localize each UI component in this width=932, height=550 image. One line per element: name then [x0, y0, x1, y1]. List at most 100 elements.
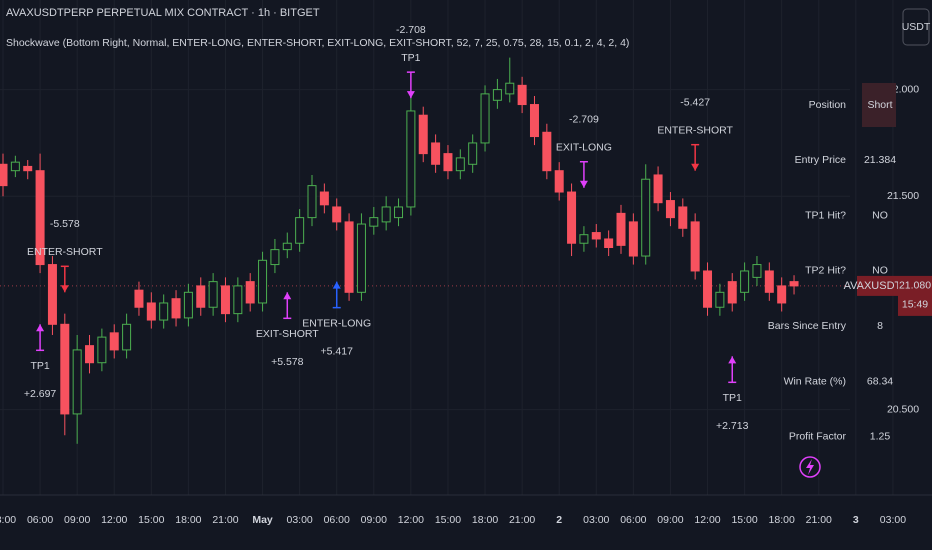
x-tick-label: 3	[853, 514, 859, 526]
symbol-tag	[857, 275, 898, 296]
candle-body	[270, 249, 280, 266]
x-tick-label: May	[252, 514, 273, 526]
candle-body	[431, 142, 441, 165]
x-tick-label: 03:00	[583, 514, 609, 526]
x-tick-label: 06:00	[620, 514, 646, 526]
table-highlight	[862, 83, 896, 127]
candle-body	[295, 217, 305, 244]
candle-body	[591, 232, 601, 240]
y-tick-label: 20.500	[887, 403, 919, 415]
candle-body	[567, 191, 577, 244]
x-tick-label: 15:00	[138, 514, 164, 526]
candle-body	[220, 285, 230, 315]
candle-body	[752, 264, 762, 278]
candle-body	[233, 285, 243, 315]
candle-body	[319, 191, 329, 206]
candle-body	[394, 206, 404, 219]
x-tick-label: 18:00	[175, 514, 201, 526]
candle-body	[196, 285, 206, 308]
signal-arrowhead	[36, 324, 45, 332]
table-value: 8	[877, 320, 883, 332]
candle-body	[604, 238, 614, 248]
candle-body	[517, 84, 527, 106]
candle-body	[727, 281, 737, 304]
candle-body	[146, 302, 156, 321]
signal-label: EXIT-SHORT	[256, 328, 319, 340]
x-tick-label: 09:00	[64, 514, 90, 526]
table-value: 68.34	[867, 375, 893, 387]
candle-body	[480, 93, 490, 144]
alert-icon[interactable]	[799, 456, 821, 478]
x-tick-label: 21:00	[509, 514, 535, 526]
candle-body	[0, 163, 8, 187]
chart-title: AVAXUSDTPERP PERPETUAL MIX CONTRACT · 1h…	[6, 7, 320, 19]
signal-label: -2.708	[396, 24, 426, 36]
candle-body	[616, 212, 626, 246]
candle-body	[777, 285, 787, 304]
candle-body	[505, 82, 515, 95]
x-tick-label: 06:00	[324, 514, 350, 526]
x-tick-label: 09:00	[657, 514, 683, 526]
candle-body	[60, 323, 70, 415]
candle-body	[35, 170, 45, 266]
signal-arrowhead	[332, 281, 341, 289]
candle-body	[418, 114, 428, 155]
candle-body	[628, 221, 638, 257]
candle-body	[579, 234, 589, 244]
candle-body	[258, 259, 268, 304]
x-tick-label: 15:00	[731, 514, 757, 526]
table-label: Win Rate (%)	[784, 375, 846, 387]
candle-body	[406, 110, 416, 208]
candle-body	[245, 281, 255, 304]
x-tick-label: 03:00	[0, 514, 16, 526]
candle-body	[183, 291, 193, 319]
x-tick-label: 2	[556, 514, 562, 526]
icon-ring	[799, 456, 821, 478]
candle-body	[789, 281, 799, 287]
signal-label: +5.417	[321, 345, 354, 357]
candle-body	[690, 221, 700, 272]
candle-body	[381, 206, 391, 223]
candle-body	[641, 178, 651, 257]
x-tick-label: 15:00	[435, 514, 461, 526]
signal-label: EXIT-LONG	[556, 142, 612, 154]
currency-button[interactable]	[902, 8, 930, 46]
x-tick-label: 03:00	[286, 514, 312, 526]
candle-body	[492, 89, 502, 101]
candle-body	[97, 336, 107, 364]
table-label: Position	[809, 99, 847, 111]
currency-label: USDT	[902, 21, 931, 33]
icon-bolt	[806, 459, 814, 475]
candle-body	[344, 221, 354, 293]
candle-body	[369, 217, 379, 227]
x-tick-label: 18:00	[769, 514, 795, 526]
table-value: 1.25	[870, 431, 891, 443]
table-value: Short	[867, 99, 892, 111]
candle-body	[109, 332, 119, 351]
signal-label: ENTER-LONG	[302, 317, 371, 329]
x-tick-label: 12:00	[101, 514, 127, 526]
table-value: NO	[872, 265, 888, 277]
table-value: NO	[872, 209, 888, 221]
x-tick-label: 03:00	[880, 514, 906, 526]
signal-arrowhead	[60, 285, 69, 293]
signal-label: -5.578	[50, 218, 80, 230]
signal-label: TP1	[401, 52, 420, 64]
candle-body	[653, 174, 663, 204]
candle-body	[72, 349, 82, 415]
candle-body	[85, 345, 95, 364]
x-tick-label: 21:00	[212, 514, 238, 526]
candle-body	[740, 270, 750, 293]
signal-label: TP1	[30, 360, 49, 372]
table-label: Entry Price	[795, 154, 847, 166]
x-tick-label: 09:00	[361, 514, 387, 526]
plot	[0, 57, 799, 444]
signal-arrowhead	[728, 356, 737, 364]
signal-label: TP1	[723, 392, 742, 404]
symbol-label: AVAXUSDT.P	[844, 280, 911, 292]
candle-body	[171, 298, 181, 319]
x-tick-label: 12:00	[694, 514, 720, 526]
